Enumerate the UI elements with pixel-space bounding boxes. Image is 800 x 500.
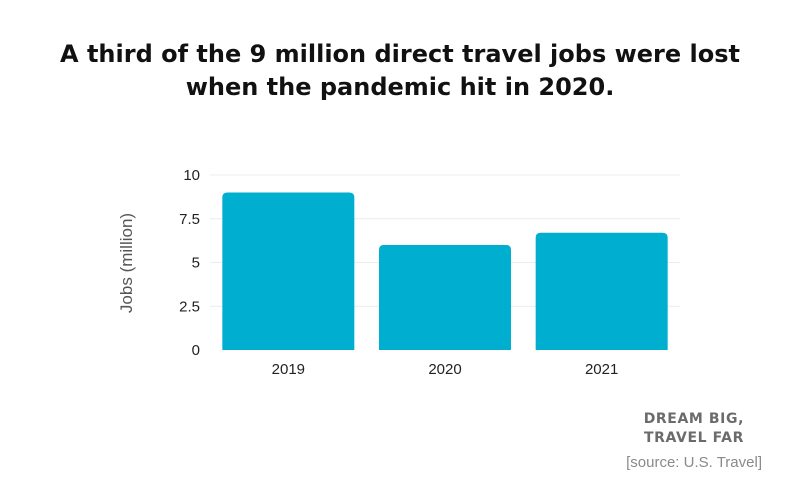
bar-2021 [535, 232, 668, 350]
axes: 0 2.5 5 7.5 10 2019 2020 2021 [179, 167, 618, 378]
chart-title-line-1: A third of the 9 million direct travel j… [60, 40, 740, 68]
y-tick-label: 10 [183, 167, 200, 184]
x-tick-label: 2019 [272, 361, 305, 378]
y-tick-label: 2.5 [179, 298, 200, 315]
y-tick-label: 0 [192, 342, 200, 359]
y-tick-label: 5 [192, 255, 200, 272]
y-axis-label: Jobs (million) [117, 213, 136, 313]
source-note: [source: U.S. Travel] [626, 454, 762, 471]
brand-line-2: TRAVEL FAR [644, 430, 744, 446]
bars [222, 192, 668, 350]
x-tick-label: 2021 [585, 361, 618, 378]
brand-line-1: DREAM BIG, [643, 411, 744, 427]
chart-title-line-2: when the pandemic hit in 2020. [185, 73, 615, 101]
chart-title: A third of the 9 million direct travel j… [40, 38, 760, 104]
bar-2019 [222, 192, 355, 350]
x-tick-label: 2020 [428, 361, 461, 378]
brand-logo: DREAM BIG, TRAVEL FAR [644, 410, 744, 448]
bar-2020 [379, 245, 511, 350]
y-tick-label: 7.5 [179, 211, 200, 228]
